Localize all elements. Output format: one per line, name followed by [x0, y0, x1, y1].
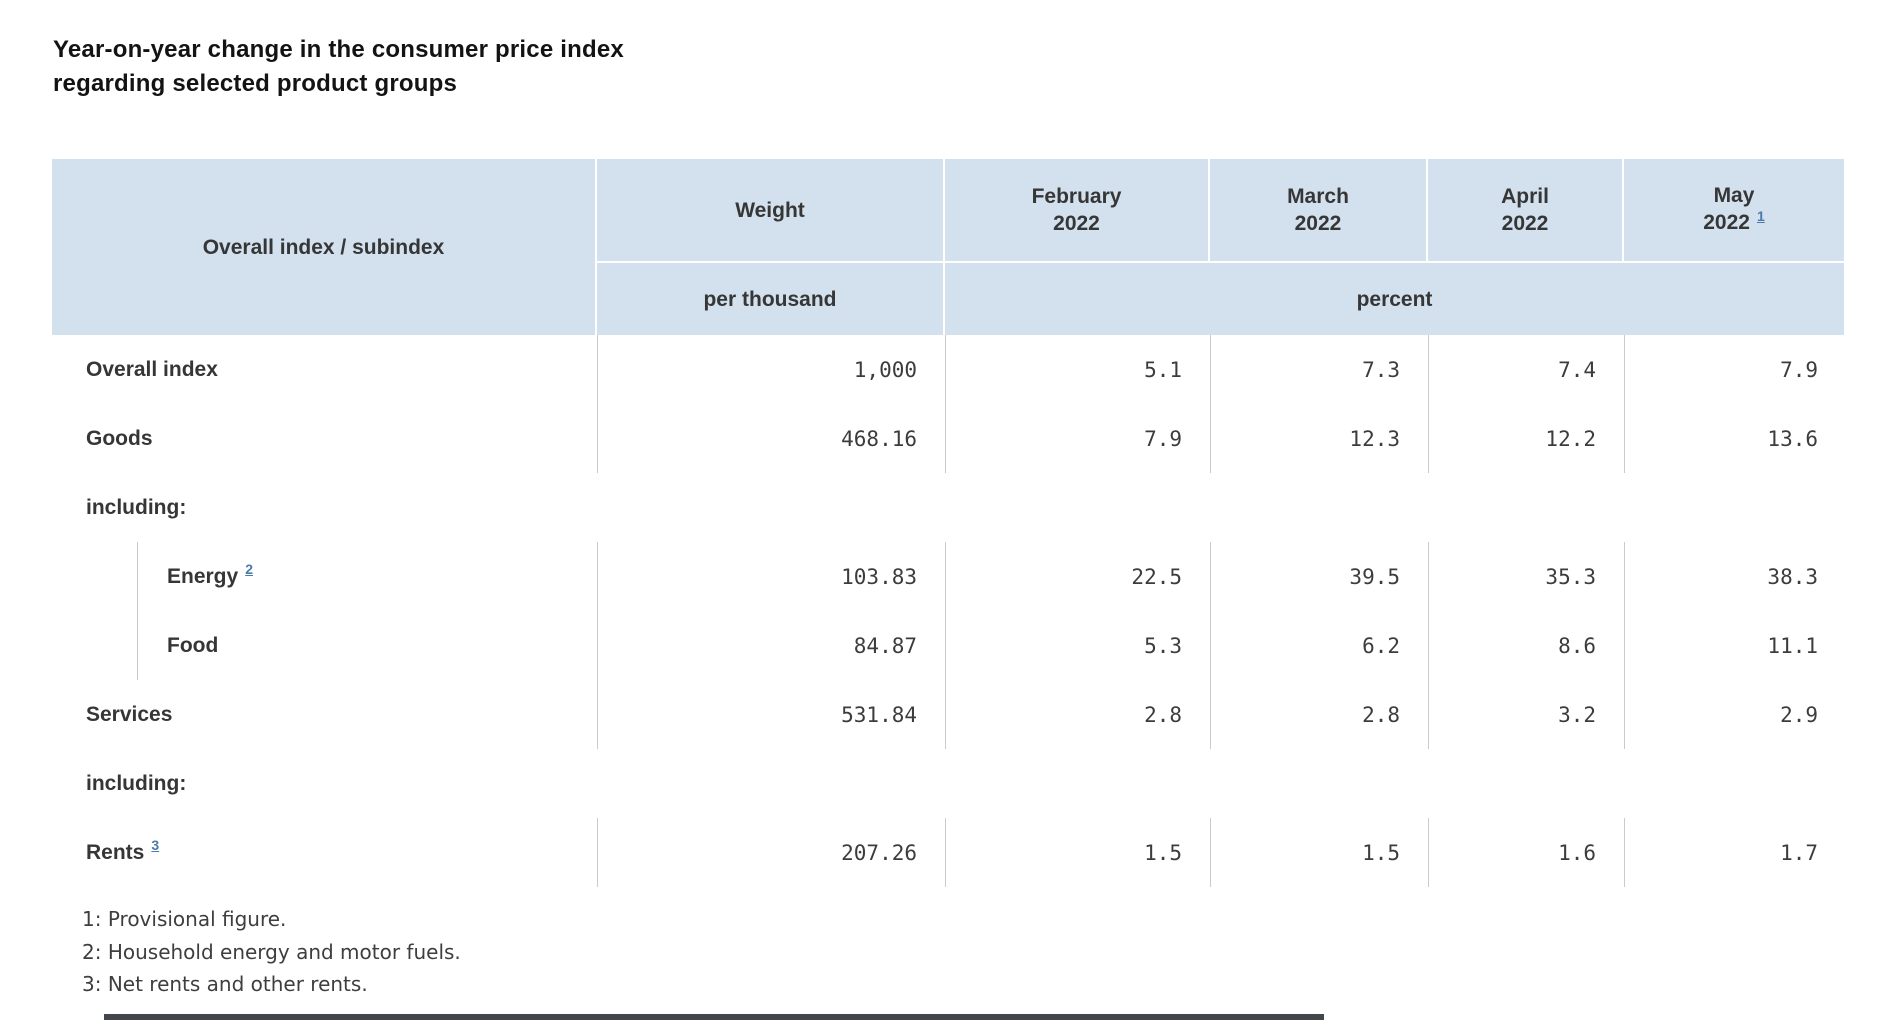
- percent-value-cell: 1.5: [945, 818, 1210, 887]
- percent-value-cell: 5.3: [945, 611, 1210, 680]
- footnote-line: 1: Provisional figure.: [82, 907, 287, 931]
- indent-guide: Food: [137, 611, 218, 680]
- row-label-cell: Energy 2: [52, 542, 597, 611]
- month-header-cell-april: April 2022: [1428, 159, 1622, 261]
- month-year: 2022: [1501, 212, 1549, 235]
- section-row: including:: [52, 473, 1846, 542]
- percent-value-cell: 35.3: [1428, 542, 1624, 611]
- percent-value-cell: 11.1: [1624, 611, 1846, 680]
- percent-value-cell: 39.5: [1210, 542, 1428, 611]
- corner-header-cell: Overall index / subindex: [52, 159, 595, 335]
- weight-value-cell: 103.83: [597, 542, 945, 611]
- percent-value-cell: 22.5: [945, 542, 1210, 611]
- table-body: Overall index 1,000 5.1 7.3 7.4 7.9 Goods 468.1…: [52, 335, 1846, 887]
- month-header-cell-february: February 2022: [945, 159, 1208, 261]
- row-label: Overall index: [86, 357, 218, 381]
- month-year: 2022 1: [1703, 208, 1765, 234]
- percent-value-cell: 5.1: [945, 335, 1210, 404]
- section-row: including:: [52, 749, 1846, 818]
- table-row: Food 84.87 5.3 6.2 8.6 11.1: [52, 611, 1846, 680]
- row-label-cell: Services: [52, 680, 597, 749]
- row-label: Goods: [86, 426, 153, 450]
- table-row: Rents 3 207.26 1.5 1.5 1.6 1.7: [52, 818, 1846, 887]
- percent-value-cell: 7.4: [1428, 335, 1624, 404]
- percent-value-cell: 1.7: [1624, 818, 1846, 887]
- table-header: Overall index / subindex Weight February…: [52, 159, 1844, 335]
- month-header-cell-march: March 2022: [1210, 159, 1426, 261]
- month-name: April: [1501, 185, 1549, 208]
- row-label-cell: Goods: [52, 404, 597, 473]
- weight-header-cell: Weight: [597, 159, 943, 261]
- month-year: 2022: [1053, 212, 1100, 235]
- percent-value-cell: 13.6: [1624, 404, 1846, 473]
- percent-value-cell: 38.3: [1624, 542, 1846, 611]
- weight-value-cell: 84.87: [597, 611, 945, 680]
- row-label: Rents: [86, 840, 145, 864]
- section-row-label: including:: [86, 771, 187, 795]
- section-row-label: including:: [86, 495, 187, 519]
- weight-header-label: Weight: [735, 198, 805, 222]
- percent-value-cell: 1.6: [1428, 818, 1624, 887]
- percent-value-cell: 8.6: [1428, 611, 1624, 680]
- unit-per-thousand-label: per thousand: [703, 287, 837, 311]
- unit-percent-cell: percent: [945, 263, 1844, 335]
- percent-value-cell: 2.8: [945, 680, 1210, 749]
- percent-value-cell: 12.3: [1210, 404, 1428, 473]
- percent-value-cell: 3.2: [1428, 680, 1624, 749]
- page-title: Year-on-year change in the consumer pric…: [53, 36, 624, 97]
- weight-value-cell: 1,000: [597, 335, 945, 404]
- bottom-cropped-bar: [104, 1014, 1324, 1020]
- percent-value-cell: 1.5: [1210, 818, 1428, 887]
- percent-value-cell: 2.8: [1210, 680, 1428, 749]
- row-label-cell: Overall index: [52, 335, 597, 404]
- percent-value-cell: 6.2: [1210, 611, 1428, 680]
- row-label: Energy: [167, 564, 239, 588]
- corner-header-label: Overall index / subindex: [202, 235, 445, 259]
- percent-value-cell: 2.9: [1624, 680, 1846, 749]
- indent-guide: Energy 2: [137, 542, 253, 611]
- table-row: Overall index 1,000 5.1 7.3 7.4 7.9: [52, 335, 1846, 404]
- table-row: Services 531.84 2.8 2.8 3.2 2.9: [52, 680, 1846, 749]
- percent-value-cell: 7.9: [945, 404, 1210, 473]
- footnote-line: 3: Net rents and other rents.: [82, 972, 368, 996]
- footnote-line: 2: Household energy and motor fuels.: [82, 939, 461, 964]
- weight-value-cell: 468.16: [597, 404, 945, 473]
- month-header-cell-may: May 2022 1: [1624, 159, 1844, 261]
- row-label-cell: Food: [52, 611, 597, 680]
- footnote-ref-link[interactable]: 2: [245, 560, 253, 577]
- month-name: March: [1287, 185, 1349, 208]
- footnote-ref-link[interactable]: 3: [151, 836, 160, 853]
- table-row: Energy 2 103.83 22.5 39.5 35.3 38.3: [52, 542, 1846, 611]
- unit-per-thousand-cell: per thousand: [597, 263, 943, 335]
- weight-value-cell: 531.84: [597, 680, 945, 749]
- footnote-ref-link[interactable]: 1: [1756, 208, 1765, 224]
- row-label-cell: Rents 3: [52, 818, 597, 887]
- percent-value-cell: 12.2: [1428, 404, 1624, 473]
- footnotes-block: 1: Provisional figure. 2: Household energ…: [82, 903, 461, 1001]
- weight-value-cell: 207.26: [597, 818, 945, 887]
- month-year: 2022: [1294, 212, 1342, 235]
- percent-value-cell: 7.3: [1210, 335, 1428, 404]
- month-name: May: [1713, 184, 1755, 207]
- unit-percent-label: percent: [1356, 287, 1433, 311]
- row-label: Services: [86, 702, 173, 726]
- percent-value-cell: 7.9: [1624, 335, 1846, 404]
- table-row: Goods 468.16 7.9 12.3 12.2 13.6: [52, 404, 1846, 473]
- row-label: Food: [167, 633, 219, 657]
- month-name: February: [1031, 185, 1122, 208]
